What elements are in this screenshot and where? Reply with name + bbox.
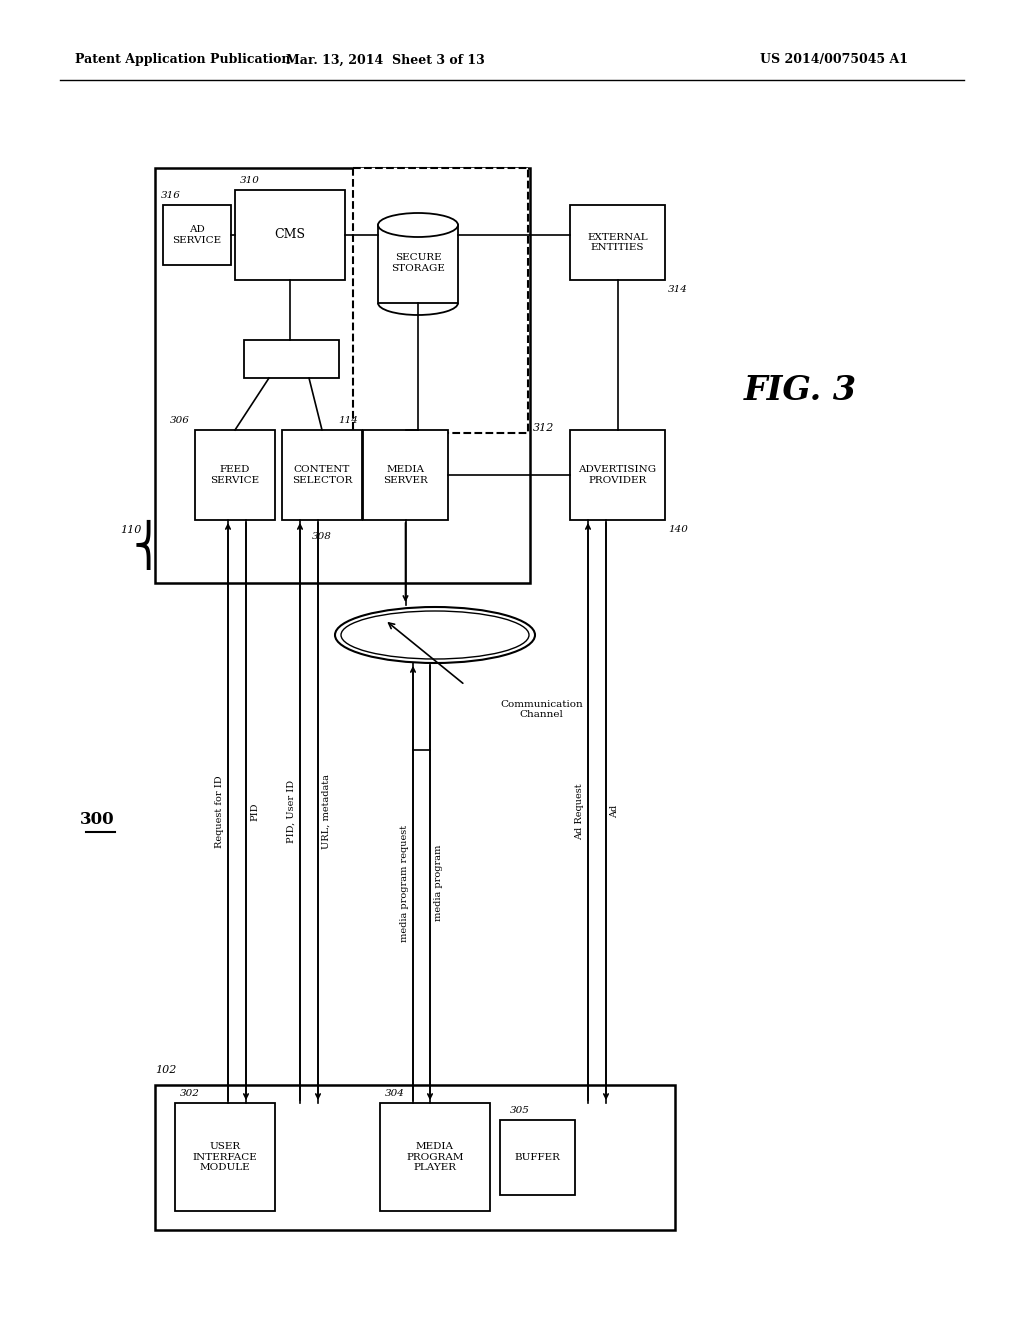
Ellipse shape	[378, 213, 458, 238]
Text: PID, User ID: PID, User ID	[287, 780, 296, 843]
Text: 314: 314	[668, 285, 688, 294]
Text: 316: 316	[161, 191, 181, 201]
Text: EXTERNAL
ENTITIES: EXTERNAL ENTITIES	[587, 232, 648, 252]
Text: ADVERTISING
PROVIDER: ADVERTISING PROVIDER	[579, 465, 656, 484]
Bar	[378, 224, 458, 304]
Bar	[380, 1104, 490, 1210]
Text: 114: 114	[338, 416, 358, 425]
Text: media program: media program	[434, 845, 443, 921]
Text: Mar. 13, 2014  Sheet 3 of 13: Mar. 13, 2014 Sheet 3 of 13	[286, 54, 484, 66]
Text: Request for ID: Request for ID	[215, 775, 224, 847]
Text: 305: 305	[510, 1106, 529, 1115]
Bar	[155, 1085, 675, 1230]
Text: 302: 302	[180, 1089, 200, 1098]
Text: US 2014/0075045 A1: US 2014/0075045 A1	[760, 54, 908, 66]
Bar	[155, 168, 530, 583]
Bar	[282, 430, 362, 520]
Text: media program request: media program request	[400, 825, 409, 941]
Bar	[195, 430, 275, 520]
Bar	[362, 430, 449, 520]
Text: 310: 310	[240, 176, 260, 185]
Text: MEDIA
SERVER: MEDIA SERVER	[383, 465, 428, 484]
Bar	[570, 430, 665, 520]
Text: USER
INTERFACE
MODULE: USER INTERFACE MODULE	[193, 1142, 257, 1172]
Text: 312: 312	[534, 422, 554, 433]
Text: AD
SERVICE: AD SERVICE	[172, 226, 221, 244]
Bar	[500, 1119, 575, 1195]
Text: URL, metadata: URL, metadata	[322, 774, 331, 849]
Text: 300: 300	[80, 812, 115, 829]
Text: PID: PID	[250, 803, 259, 821]
Bar	[175, 1104, 275, 1210]
Ellipse shape	[335, 607, 535, 663]
Text: FIG. 3: FIG. 3	[743, 374, 856, 407]
Text: 102: 102	[155, 1065, 176, 1074]
Text: 304: 304	[385, 1089, 404, 1098]
Text: 308: 308	[312, 532, 332, 541]
Bar	[163, 205, 231, 265]
Text: Patent Application Publication: Patent Application Publication	[75, 54, 291, 66]
Text: SECURE
STORAGE: SECURE STORAGE	[391, 253, 445, 273]
Text: CMS: CMS	[274, 228, 305, 242]
Bar	[353, 168, 528, 433]
Text: MEDIA
PROGRAM
PLAYER: MEDIA PROGRAM PLAYER	[407, 1142, 464, 1172]
Text: 140: 140	[668, 525, 688, 535]
Text: Communication
Channel: Communication Channel	[500, 700, 583, 719]
Text: ⎨: ⎨	[132, 520, 164, 570]
Text: CONTENT
SELECTOR: CONTENT SELECTOR	[292, 465, 352, 484]
Bar	[570, 205, 665, 280]
Text: 110: 110	[121, 525, 142, 535]
Text: 306: 306	[170, 416, 190, 425]
Text: Ad: Ad	[610, 805, 618, 818]
Text: FEED
SERVICE: FEED SERVICE	[211, 465, 259, 484]
Bar	[234, 190, 345, 280]
Text: Ad Request: Ad Request	[575, 783, 584, 840]
Bar	[244, 341, 339, 378]
Text: BUFFER: BUFFER	[515, 1152, 560, 1162]
